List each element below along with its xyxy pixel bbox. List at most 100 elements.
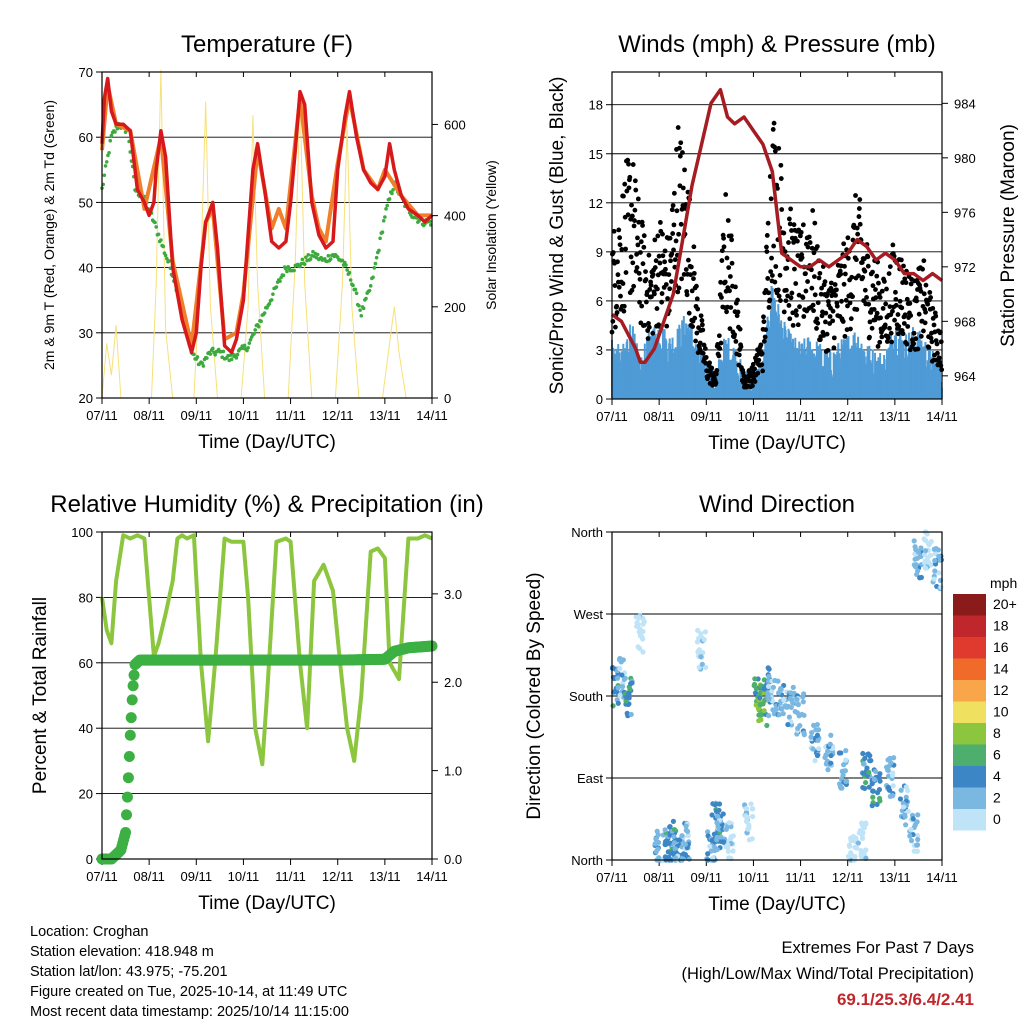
- direction-point: [707, 843, 713, 849]
- gust-point: [842, 271, 848, 277]
- gust-point: [833, 292, 838, 298]
- direction-point: [716, 801, 723, 807]
- gust-point: [767, 297, 773, 303]
- gust-point: [688, 264, 694, 270]
- gust-point: [612, 283, 618, 288]
- gust-point: [762, 334, 768, 340]
- dewpoint-point: [281, 273, 286, 278]
- gust-point: [646, 320, 651, 326]
- direction-point: [614, 675, 621, 681]
- gust-point: [935, 350, 940, 356]
- x-tick-label: 11/11: [785, 870, 816, 885]
- direction-point: [728, 834, 734, 840]
- gust-point: [799, 255, 805, 261]
- direction-point: [888, 760, 894, 766]
- direction-point: [862, 785, 868, 792]
- gust-point: [876, 280, 881, 286]
- gust-point: [900, 280, 906, 285]
- gust-point: [635, 196, 641, 202]
- gust-point: [650, 272, 656, 277]
- precip-point: [125, 712, 137, 724]
- dewpoint-point: [358, 308, 362, 312]
- direction-point: [617, 692, 623, 698]
- gust-point: [616, 227, 622, 233]
- gust-point: [805, 279, 810, 284]
- gust-point: [668, 258, 673, 264]
- gust-point: [671, 222, 677, 228]
- gust-point: [857, 221, 863, 227]
- gust-point: [770, 127, 776, 132]
- dewpoint-point: [387, 197, 392, 201]
- gust-point: [899, 305, 905, 311]
- dewpoint-point: [234, 356, 239, 360]
- dewpoint-point: [367, 288, 372, 293]
- gust-point: [652, 237, 658, 243]
- direction-point: [655, 832, 661, 838]
- direction-point: [914, 555, 921, 561]
- gust-point: [889, 339, 895, 345]
- direction-point: [749, 836, 755, 842]
- gust-point: [920, 266, 925, 272]
- gust-point: [647, 287, 653, 292]
- x-tick-label: 11/11: [785, 409, 816, 424]
- dewpoint-point: [344, 263, 348, 267]
- gust-point: [840, 319, 846, 324]
- gust-point: [619, 247, 625, 252]
- dewpoint-point: [328, 257, 333, 261]
- gust-point: [659, 299, 665, 305]
- gust-point: [639, 303, 645, 309]
- direction-point: [828, 760, 834, 766]
- y-tick-label: North: [571, 853, 603, 868]
- x-tick-label: 12/11: [832, 409, 864, 424]
- gust-point: [873, 295, 879, 301]
- dewpoint-point: [205, 356, 209, 360]
- precip-point: [120, 826, 132, 838]
- gust-point: [673, 238, 679, 244]
- gust-point: [634, 251, 640, 257]
- gust-point: [886, 271, 892, 277]
- gust-point: [649, 294, 654, 300]
- direction-point: [670, 818, 677, 824]
- dewpoint-point: [390, 191, 394, 196]
- gust-point: [678, 221, 684, 227]
- direction-point: [667, 824, 673, 830]
- gust-point: [783, 298, 789, 304]
- gust-point: [783, 287, 789, 293]
- gust-point: [615, 259, 620, 265]
- gust-point: [657, 220, 663, 225]
- gust-point: [856, 214, 862, 219]
- gust-point: [615, 272, 621, 278]
- direction-point: [694, 639, 701, 645]
- dewpoint-point: [377, 248, 381, 253]
- gust-point: [718, 279, 724, 285]
- direction-point: [887, 793, 893, 800]
- gust-point: [764, 244, 769, 250]
- direction-point: [699, 661, 705, 667]
- y2-tick-label: 400: [444, 209, 466, 224]
- x-tick-label: 09/11: [690, 409, 722, 424]
- gust-point: [810, 208, 816, 213]
- y-axis-title: Percent & Total Rainfall: [30, 597, 51, 794]
- y-tick-label: West: [574, 607, 604, 622]
- gust-point: [643, 277, 649, 282]
- dewpoint-point: [353, 287, 358, 292]
- gust-point: [629, 213, 635, 219]
- dewpoint-point: [210, 346, 215, 351]
- y-tick-label: 6: [596, 294, 603, 309]
- legend-label: 20+: [993, 596, 1017, 612]
- gust-point: [834, 287, 839, 293]
- gust-point: [707, 360, 712, 366]
- gust-point: [623, 246, 628, 252]
- direction-point: [695, 627, 701, 634]
- direction-point: [779, 706, 785, 712]
- dewpoint-point: [246, 345, 250, 350]
- gust-point: [694, 283, 699, 289]
- direction-point: [911, 848, 917, 854]
- gust-point: [856, 206, 862, 211]
- gust-point: [870, 269, 875, 275]
- gust-point: [768, 269, 774, 275]
- direction-point: [885, 773, 892, 779]
- gust-point: [660, 231, 665, 237]
- direction-point: [828, 752, 834, 759]
- gust-point: [784, 265, 790, 271]
